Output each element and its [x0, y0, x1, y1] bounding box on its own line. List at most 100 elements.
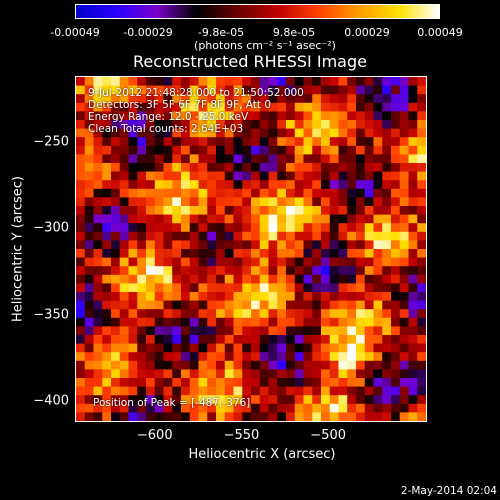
heatmap-cell — [286, 369, 296, 379]
heatmap-cell — [408, 386, 418, 396]
heatmap-cell — [137, 309, 147, 319]
annotation-peak-position: Position of Peak = [-487,-376] — [93, 397, 251, 409]
heatmap-cell — [364, 335, 374, 344]
heatmap-cell — [277, 102, 287, 112]
heatmap-cell — [259, 257, 269, 267]
heatmap-cell — [356, 412, 366, 421]
heatmap-cell — [347, 266, 357, 276]
heatmap-cell — [137, 240, 147, 250]
heatmap-cell — [391, 154, 401, 164]
heatmap-cell — [268, 111, 278, 121]
heatmap-cell — [408, 326, 418, 336]
heatmap-cell — [137, 231, 147, 241]
heatmap-cell — [146, 412, 156, 421]
heatmap-cell — [181, 386, 191, 396]
heatmap-cell — [321, 274, 331, 284]
heatmap-cell — [93, 412, 103, 421]
heatmap-cell — [338, 386, 348, 396]
heatmap-cell — [347, 403, 357, 413]
heatmap-cell — [321, 266, 331, 276]
heatmap-cell — [356, 335, 366, 344]
heatmap-cell — [154, 180, 164, 190]
heatmap-cell — [93, 335, 103, 344]
heatmap-cell — [382, 85, 392, 95]
heatmap-cell — [154, 240, 164, 250]
heatmap-cell — [286, 309, 296, 319]
heatmap-cell — [102, 343, 112, 353]
heatmap-cell — [364, 145, 374, 155]
heatmap-cell — [242, 137, 252, 147]
heatmap-cell — [93, 378, 103, 387]
heatmap-cell — [224, 343, 234, 353]
heatmap-cell — [347, 206, 357, 215]
heatmap-cell — [373, 283, 383, 293]
heatmap-cell — [399, 94, 409, 104]
heatmap-cell — [111, 77, 121, 86]
heatmap-cell — [312, 309, 322, 319]
heatmap-cell — [198, 403, 208, 413]
heatmap-cell — [391, 102, 401, 112]
heatmap-cell — [286, 223, 296, 233]
colorbar-tick-label: -9.8e-05 — [197, 26, 245, 39]
heatmap-cell — [391, 369, 401, 379]
heatmap-cell — [76, 180, 86, 190]
heatmap-cell — [198, 335, 208, 344]
heatmap-cell — [198, 85, 208, 95]
heatmap-cell — [137, 214, 147, 224]
heatmap-cell — [312, 154, 322, 164]
heatmap-cell — [259, 266, 269, 276]
heatmap-cell — [93, 128, 103, 138]
heatmap-cell — [181, 154, 191, 164]
heatmap-cell — [364, 85, 374, 95]
heatmap-cell — [251, 94, 261, 104]
heatmap-cell — [399, 266, 409, 276]
heatmap-cell — [146, 85, 156, 95]
heatmap-cell — [154, 403, 164, 413]
heatmap-cell — [277, 335, 287, 344]
heatmap-cell — [154, 369, 164, 379]
heatmap-cell — [233, 300, 243, 310]
heatmap-cell — [111, 214, 121, 224]
heatmap-cell — [417, 163, 426, 172]
heatmap-cell — [128, 352, 138, 362]
heatmap-cell — [189, 85, 199, 95]
heatmap-cell — [356, 137, 366, 147]
heatmap-cell — [321, 206, 331, 215]
heatmap-cell — [347, 197, 357, 207]
heatmap-cell — [259, 137, 269, 147]
heatmap-cell — [84, 369, 94, 379]
heatmap-cell — [373, 94, 383, 104]
heatmap-cell — [294, 326, 304, 336]
heatmap-cell — [251, 154, 261, 164]
heatmap-cell — [373, 360, 383, 370]
heatmap-cell — [128, 94, 138, 104]
heatmap-cell — [119, 94, 129, 104]
heatmap-cell — [224, 154, 234, 164]
heatmap-cell — [312, 102, 322, 112]
heatmap-cell — [399, 197, 409, 207]
heatmap-cell — [321, 231, 331, 241]
heatmap-cell — [224, 266, 234, 276]
heatmap-cell — [207, 283, 217, 293]
heatmap-cell — [84, 403, 94, 413]
heatmap-cell — [189, 171, 199, 181]
heatmap-cell — [321, 378, 331, 387]
heatmap-cell — [216, 206, 226, 215]
heatmap-cell — [198, 188, 208, 198]
heatmap-cell — [207, 206, 217, 215]
heatmap-cell — [364, 120, 374, 129]
heatmap-cell — [347, 257, 357, 267]
heatmap-cell — [189, 163, 199, 172]
heatmap-cell — [137, 180, 147, 190]
heatmap-cell — [137, 111, 147, 121]
heatmap-cell — [242, 214, 252, 224]
heatmap-cell — [268, 369, 278, 379]
heatmap-cell — [294, 120, 304, 129]
heatmap-cell — [259, 249, 269, 258]
heatmap-cell — [312, 292, 322, 301]
heatmap-cell — [251, 197, 261, 207]
heatmap-cell — [242, 145, 252, 155]
heatmap-cell — [242, 240, 252, 250]
heatmap-cell — [329, 85, 339, 95]
heatmap-cell — [198, 214, 208, 224]
